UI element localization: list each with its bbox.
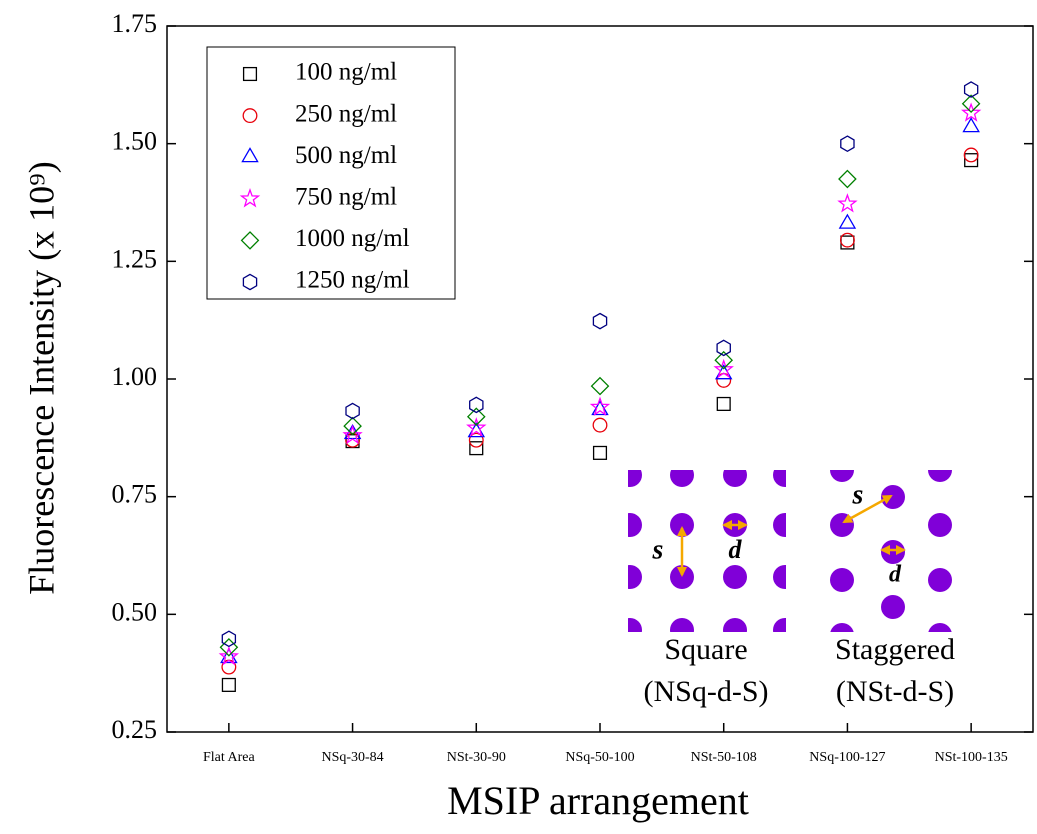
legend-label: 1000 ng/ml (295, 225, 410, 252)
point (590, 376, 610, 396)
legend-marker (239, 188, 261, 208)
legend-marker (242, 108, 258, 124)
y-tick-label: 0.50 (112, 597, 158, 626)
y-axis-label: Fluorescence Intensity (x 10⁹) (21, 161, 61, 594)
legend-label: 750 ng/ml (295, 184, 397, 211)
legend-marker (241, 147, 259, 163)
point (343, 416, 362, 436)
y-tick-label: 1.00 (112, 362, 158, 391)
point (469, 396, 484, 414)
x-tick-label: NSq-30-84 (321, 750, 383, 765)
x-tick-label: NSt-50-108 (691, 750, 757, 765)
y-tick-label: 1.75 (112, 9, 158, 38)
point (963, 147, 979, 163)
point (342, 424, 363, 445)
point (840, 135, 855, 153)
inset-d: d (889, 562, 902, 588)
y-tick-label: 1.25 (112, 244, 158, 273)
legend-box (206, 46, 456, 300)
x-tick-label: NSt-30-90 (447, 750, 506, 765)
y-tick-label: 0.25 (112, 715, 158, 744)
point (838, 169, 857, 189)
point (960, 102, 982, 122)
point (716, 339, 731, 357)
legend-label: 1250 ng/ml (295, 267, 410, 294)
point (713, 358, 734, 379)
inset-s: s (652, 534, 664, 565)
y-tick-label: 1.50 (112, 127, 158, 156)
point (220, 648, 238, 664)
y-tick-label: 0.75 (112, 480, 158, 509)
point (468, 432, 484, 448)
x-tick-label: NSt-100-135 (935, 750, 1008, 765)
inset-code: (NSq-d-S) (644, 675, 769, 708)
point (963, 81, 979, 98)
point (221, 630, 237, 648)
point (592, 312, 608, 330)
x-tick-label: Flat Area (203, 750, 255, 765)
point (839, 232, 855, 248)
point (221, 677, 236, 692)
x-tick-label: NSq-50-100 (565, 750, 634, 765)
x-tick-label: NSq-100-127 (809, 750, 885, 765)
inset-s: s (852, 479, 864, 510)
point (964, 153, 979, 168)
point (837, 193, 858, 213)
legend-marker (242, 273, 258, 291)
point (219, 637, 239, 657)
point (716, 396, 731, 411)
point (466, 407, 486, 427)
inset: s d s d Square (NSq-d-S) Staggered (NSt-… (628, 470, 986, 708)
point (961, 94, 981, 114)
point (345, 402, 360, 420)
legend-marker (240, 231, 260, 250)
point (589, 396, 611, 416)
point (592, 445, 608, 460)
legend-marker (242, 66, 258, 82)
point (591, 399, 609, 416)
point (345, 432, 361, 448)
point (592, 417, 608, 433)
legend-label: 500 ng/ml (295, 142, 397, 169)
inset-d: d (729, 535, 743, 564)
point (469, 441, 484, 456)
point (838, 213, 857, 229)
point (714, 350, 734, 370)
inset-title: Square (664, 633, 747, 666)
staggered-pattern (796, 470, 986, 632)
legend-label: 250 ng/ml (295, 100, 397, 127)
inset-title: Staggered (835, 633, 955, 666)
x-axis-label: MSIP arrangement (447, 778, 749, 823)
legend-label: 100 ng/ml (295, 59, 397, 86)
inset-code: (NSt-d-S) (836, 675, 954, 708)
point (466, 417, 487, 437)
point (218, 646, 240, 666)
square-pattern (628, 470, 786, 632)
point (962, 117, 980, 133)
